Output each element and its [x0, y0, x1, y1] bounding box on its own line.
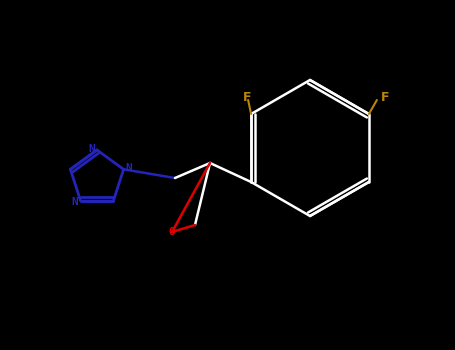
- Text: F: F: [381, 91, 389, 104]
- Text: N: N: [88, 144, 95, 154]
- Text: F: F: [243, 91, 251, 104]
- Text: N: N: [126, 163, 132, 173]
- Text: O: O: [169, 227, 175, 237]
- Text: N: N: [72, 197, 79, 206]
